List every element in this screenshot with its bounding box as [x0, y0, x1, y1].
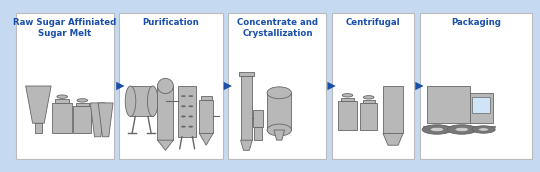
- Circle shape: [478, 128, 489, 131]
- Circle shape: [472, 126, 495, 133]
- Bar: [470, 93, 493, 123]
- Bar: [420, 13, 532, 159]
- Bar: [55, 99, 69, 103]
- Bar: [383, 86, 403, 133]
- Circle shape: [57, 95, 68, 98]
- Circle shape: [188, 126, 193, 127]
- Circle shape: [188, 95, 193, 97]
- Circle shape: [188, 106, 193, 107]
- Circle shape: [77, 99, 87, 102]
- Bar: [35, 123, 42, 133]
- Text: Centrifugal: Centrifugal: [346, 18, 401, 27]
- Bar: [228, 13, 326, 159]
- Bar: [253, 110, 264, 127]
- Bar: [131, 86, 153, 116]
- Circle shape: [430, 127, 444, 132]
- Text: Packaging: Packaging: [451, 18, 501, 27]
- Ellipse shape: [267, 124, 292, 136]
- Text: Raw Sugar Affiniated
Sugar Melt: Raw Sugar Affiniated Sugar Melt: [13, 18, 116, 38]
- Bar: [338, 101, 357, 130]
- Polygon shape: [199, 133, 213, 145]
- Bar: [241, 76, 252, 140]
- Polygon shape: [158, 140, 173, 150]
- Polygon shape: [98, 103, 113, 137]
- Polygon shape: [241, 140, 252, 150]
- Bar: [428, 86, 470, 123]
- Bar: [363, 100, 375, 103]
- Bar: [119, 13, 222, 159]
- Bar: [239, 72, 254, 76]
- Bar: [158, 86, 173, 140]
- Bar: [73, 106, 91, 133]
- Text: Concentrate and
Crystallization: Concentrate and Crystallization: [237, 18, 318, 38]
- Ellipse shape: [158, 78, 173, 94]
- Polygon shape: [274, 130, 285, 140]
- Bar: [254, 127, 262, 140]
- Circle shape: [181, 116, 186, 117]
- Circle shape: [342, 94, 353, 97]
- Ellipse shape: [147, 86, 158, 116]
- Ellipse shape: [267, 87, 292, 99]
- Bar: [76, 103, 89, 106]
- Polygon shape: [383, 133, 403, 145]
- Polygon shape: [90, 103, 105, 137]
- Circle shape: [188, 116, 193, 117]
- Circle shape: [181, 106, 186, 107]
- Bar: [341, 98, 354, 101]
- Circle shape: [455, 127, 469, 132]
- Text: Purification: Purification: [143, 18, 199, 27]
- Circle shape: [363, 96, 374, 99]
- Circle shape: [181, 126, 186, 127]
- Bar: [52, 103, 72, 133]
- Circle shape: [181, 95, 186, 97]
- Bar: [178, 86, 196, 137]
- Bar: [360, 103, 377, 130]
- Bar: [16, 13, 113, 159]
- Polygon shape: [26, 86, 51, 123]
- Bar: [472, 97, 490, 112]
- Bar: [332, 13, 414, 159]
- Circle shape: [422, 125, 452, 134]
- Bar: [201, 96, 212, 100]
- Bar: [199, 100, 213, 133]
- Bar: [267, 93, 292, 130]
- Circle shape: [447, 125, 477, 134]
- Ellipse shape: [125, 86, 136, 116]
